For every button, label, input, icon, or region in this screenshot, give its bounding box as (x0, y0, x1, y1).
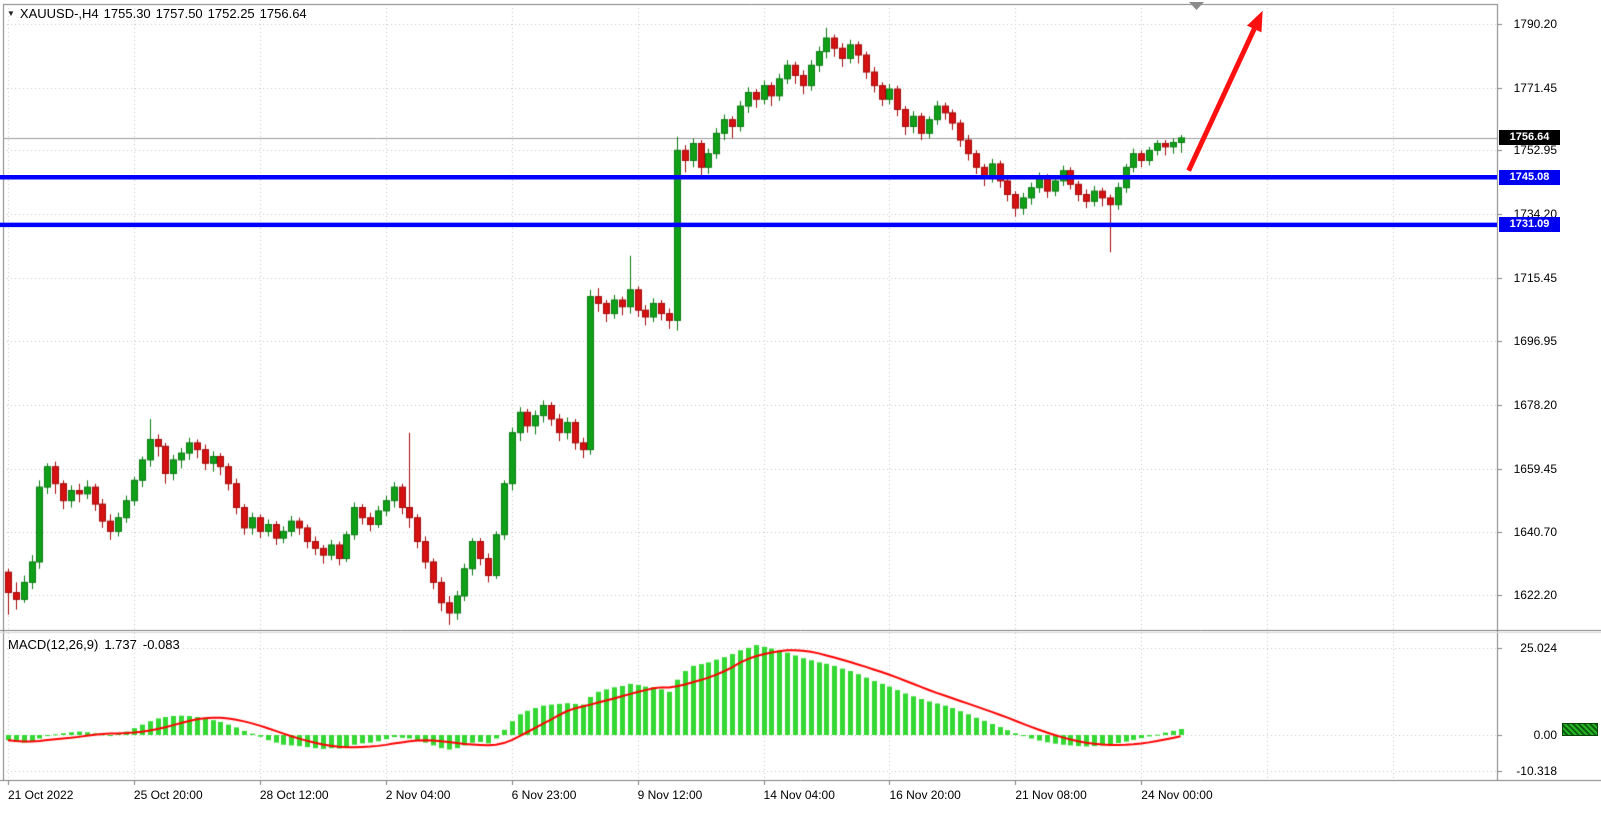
macd-indicator-label: MACD(12,26,9) 1.737 -0.083 (8, 637, 186, 652)
price-axis-label: 1715.45 (1513, 271, 1557, 286)
time-axis-label: 21 Nov 08:00 (1015, 788, 1087, 802)
macd-axis-label: 0.00 (1533, 728, 1557, 743)
symbol-period-label: XAUUSD-,H4 (19, 6, 99, 21)
hline-price-badge-1731: 1731.09 (1499, 217, 1560, 233)
macd-main-value: 1.737 (104, 637, 137, 652)
time-axis-label: 14 Nov 04:00 (763, 788, 835, 802)
price-axis-label: 1696.95 (1513, 333, 1557, 348)
time-axis-label: 25 Oct 20:00 (133, 788, 203, 802)
price-axis-label: 1752.95 (1513, 143, 1557, 158)
time-axis-label: 16 Nov 20:00 (889, 788, 961, 802)
open-value: 1755.30 (103, 6, 151, 21)
price-axis-label: 1640.70 (1513, 525, 1557, 540)
price-axis-label: 1771.45 (1513, 80, 1557, 95)
price-axis-label: 1659.45 (1513, 461, 1557, 476)
time-axis-label: 24 Nov 00:00 (1141, 788, 1213, 802)
time-axis-label: 6 Nov 23:00 (511, 788, 577, 802)
time-axis-label: 21 Oct 2022 (8, 788, 74, 802)
macd-current-value-marker (1562, 723, 1598, 737)
hline-price-badge-1745: 1745.08 (1499, 169, 1560, 185)
high-value: 1757.50 (155, 6, 203, 21)
close-value: 1756.64 (259, 6, 307, 21)
collapse-triangle-icon[interactable]: ▼ (7, 9, 15, 18)
price-axis-label: 1678.20 (1513, 397, 1557, 412)
time-axis-label: 28 Oct 12:00 (259, 788, 329, 802)
current-price-badge: 1756.64 (1499, 130, 1560, 146)
time-axis-label: 9 Nov 12:00 (637, 788, 703, 802)
time-axis-label: 2 Nov 04:00 (385, 788, 451, 802)
macd-axis-label: 25.024 (1520, 641, 1557, 656)
macd-name: MACD(12,26,9) (8, 637, 99, 652)
macd-signal-value: -0.083 (142, 637, 180, 652)
price-axis-label: 1622.20 (1513, 588, 1557, 603)
low-value: 1752.25 (207, 6, 255, 21)
macd-axis-label: -10.318 (1516, 763, 1557, 778)
symbol-ohlc-header: ▼ XAUUSD-,H4 1755.30 1757.50 1752.25 1756.64 (7, 6, 312, 21)
price-axis-label: 1790.20 (1513, 16, 1557, 31)
